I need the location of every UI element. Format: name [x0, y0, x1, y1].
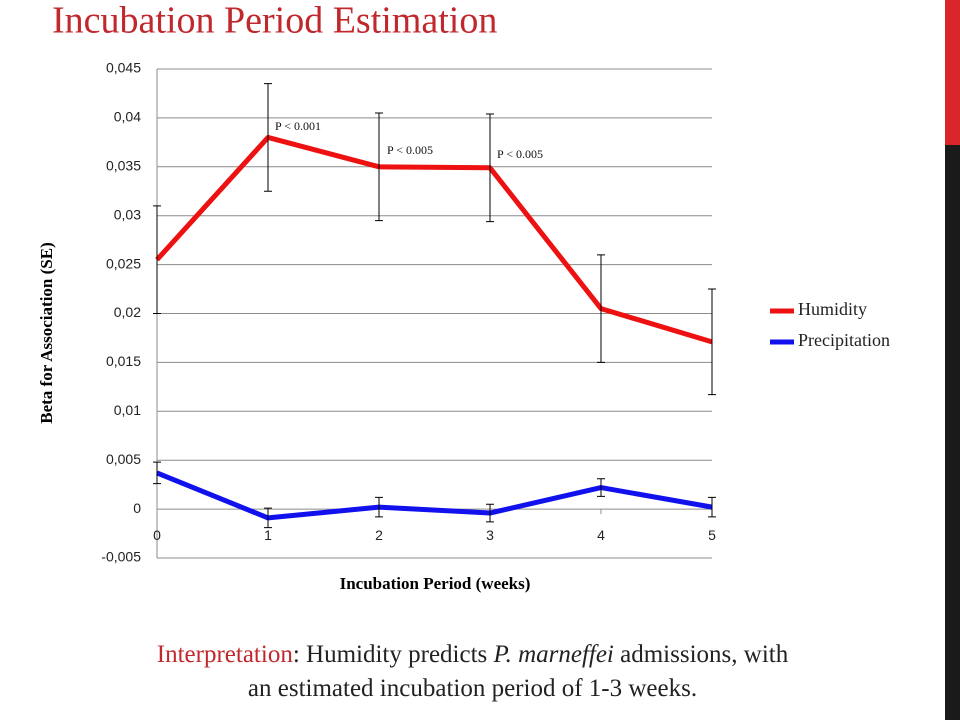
x-tick-label: 2 [375, 527, 383, 543]
x-tick-label: 4 [597, 527, 605, 543]
error-bar [153, 461, 161, 485]
y-tick-label: 0,04 [114, 109, 141, 125]
x-tick-label: 3 [486, 527, 494, 543]
legend-label: Humidity [798, 299, 867, 319]
x-tick-label: 1 [264, 527, 272, 543]
y-axis-label: Beta for Association (SE) [37, 242, 56, 424]
error-bar [264, 507, 272, 529]
annotation: P < 0.001 [275, 119, 321, 133]
error-bar [375, 496, 383, 518]
y-tick-label: 0,025 [106, 255, 141, 271]
error-bar [597, 254, 605, 363]
x-axis-label: Incubation Period (weeks) [340, 574, 531, 593]
y-tick-label: 0,02 [114, 304, 141, 320]
caption-lead: Interpretation [156, 641, 293, 668]
caption-species: P. marneffei [493, 641, 614, 668]
y-tick-label: 0,03 [114, 206, 141, 222]
error-bar [153, 205, 161, 314]
y-tick-label: 0,035 [106, 158, 141, 174]
annotation: P < 0.005 [497, 147, 543, 161]
caption: Interpretation: Humidity predicts P. mar… [0, 638, 945, 706]
line [156, 470, 713, 521]
x-tick-label: 5 [708, 527, 716, 543]
y-tick-label: 0,01 [114, 402, 141, 418]
error-bar [264, 83, 272, 192]
error-bar [375, 112, 383, 222]
y-tick-label: -0,005 [101, 549, 141, 565]
x-tick-label: 0 [153, 527, 161, 543]
y-tick-label: 0,015 [106, 353, 141, 369]
error-bar [597, 478, 605, 497]
caption-text: an estimated incubation period of 1-3 we… [247, 675, 698, 702]
legend-label: Precipitation [798, 330, 890, 350]
y-tick-label: 0,005 [106, 451, 141, 467]
caption-text: admissions, with [620, 641, 789, 668]
line [155, 134, 713, 345]
error-bar [486, 503, 494, 523]
side-bar [945, 145, 960, 720]
error-bar [708, 496, 716, 518]
y-tick-label: 0,045 [106, 60, 141, 76]
side-bar-accent [945, 0, 960, 145]
error-bar [486, 113, 494, 223]
y-tick-label: 0 [133, 500, 141, 516]
chart-title: Incubation Period Estimation [52, 0, 497, 42]
annotation: P < 0.005 [387, 143, 433, 157]
error-bar [708, 288, 716, 396]
caption-text: : Humidity predicts [292, 641, 488, 668]
